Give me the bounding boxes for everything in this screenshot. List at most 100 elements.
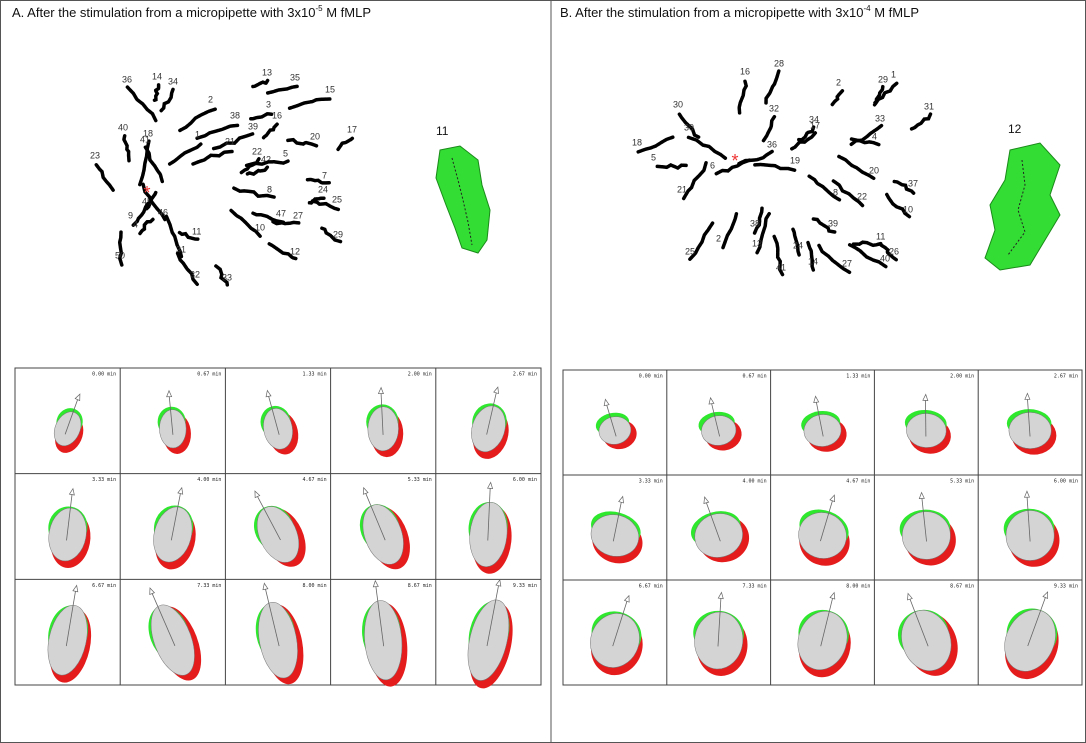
track-label: 2	[716, 233, 721, 243]
track-label: 35	[290, 72, 300, 82]
time-label: 2.67 min	[513, 372, 537, 378]
time-label: 5.33 min	[950, 479, 974, 485]
track-label: 10	[903, 204, 913, 214]
time-label: 6.67 min	[92, 583, 116, 589]
track-label: 27	[842, 258, 852, 268]
track-label: 38	[750, 218, 760, 228]
time-label: 8.67 min	[950, 584, 974, 590]
track-label: 11	[192, 226, 201, 236]
track-label: 26	[889, 246, 899, 256]
track-label: 11	[876, 231, 885, 241]
time-label: 1.33 min	[303, 372, 327, 378]
time-label: 8.67 min	[408, 583, 432, 589]
track-label: 24	[793, 240, 803, 250]
track-label: 47	[276, 208, 286, 218]
track-label: 20	[869, 165, 879, 175]
track-label: 8	[833, 187, 838, 197]
track-label: 19	[790, 155, 800, 165]
track-label: 2	[208, 94, 213, 104]
track-label: 4	[872, 131, 877, 141]
time-label: 9.33 min	[1054, 584, 1078, 590]
track-label: 36	[122, 74, 132, 84]
time-label: 8.00 min	[846, 584, 870, 590]
time-label: 3.33 min	[92, 477, 116, 483]
track-label: 13	[752, 238, 762, 248]
figure: A. After the stimulation from a micropip…	[0, 0, 1086, 743]
track-label: 29	[333, 229, 343, 239]
track-label: 25	[332, 194, 342, 204]
time-label: 6.67 min	[639, 584, 663, 590]
track-label: 6	[710, 160, 715, 170]
pipette-marker: *	[143, 183, 150, 203]
time-label: 4.67 min	[846, 479, 870, 485]
time-label: 0.67 min	[743, 374, 767, 380]
track-label: 1	[891, 69, 896, 79]
track-label: 5	[283, 148, 288, 158]
track-label: 17	[810, 120, 820, 130]
time-label: 4.67 min	[303, 477, 327, 483]
track-label: 13	[262, 67, 272, 77]
track-label: 41	[776, 262, 786, 272]
time-label: 8.00 min	[303, 583, 327, 589]
track-label: 39	[684, 122, 694, 132]
time-label: 0.00 min	[92, 372, 116, 378]
time-label: 2.00 min	[408, 372, 432, 378]
track-label: 31	[924, 101, 934, 111]
track-label: 24	[318, 184, 328, 194]
track-label: 12	[290, 246, 300, 256]
track-label: 41	[140, 134, 150, 144]
track-label: 14	[808, 256, 818, 266]
time-label: 6.00 min	[1054, 479, 1078, 485]
track-label: 5	[651, 152, 656, 162]
time-label: 4.00 min	[197, 477, 221, 483]
time-label: 0.67 min	[197, 372, 221, 378]
track-label: 20	[310, 131, 320, 141]
track-label: 32	[190, 269, 200, 279]
time-label: 7.33 min	[197, 583, 221, 589]
track-label: 50	[115, 250, 125, 260]
track-label: 23	[90, 150, 100, 160]
cell-track	[273, 222, 299, 224]
time-label: 2.67 min	[1054, 374, 1078, 380]
pipette-marker: *	[731, 151, 738, 171]
time-label: 2.00 min	[950, 374, 974, 380]
time-label: 9.33 min	[513, 583, 537, 589]
time-label: 1.33 min	[846, 374, 870, 380]
track-label: 40	[880, 253, 890, 263]
track-label: 18	[632, 137, 642, 147]
track-label: 8	[267, 184, 272, 194]
track-label: 36	[767, 139, 777, 149]
track-label: 32	[769, 103, 779, 113]
track-label: 10	[255, 222, 265, 232]
track-label: 30	[673, 99, 683, 109]
track-label: 34	[168, 76, 178, 86]
track-label: 33	[875, 113, 885, 123]
track-label: 7	[322, 170, 327, 180]
track-label: 16	[272, 110, 282, 120]
track-label: 4	[133, 219, 138, 229]
track-label: 21	[677, 184, 687, 194]
track-label: 22	[857, 191, 867, 201]
cell-label: 12	[1008, 122, 1022, 136]
cell-body	[1009, 412, 1052, 449]
track-label: 15	[325, 84, 335, 94]
track-label: 29	[878, 74, 888, 84]
time-label: 0.00 min	[639, 374, 663, 380]
track-label: 17	[347, 124, 357, 134]
track-label: 16	[740, 66, 750, 76]
time-label: 4.00 min	[743, 479, 767, 485]
track-label: 21	[225, 136, 235, 146]
time-label: 3.33 min	[639, 479, 663, 485]
track-label: 28	[774, 58, 784, 68]
time-label: 5.33 min	[408, 477, 432, 483]
track-label: 40	[118, 122, 128, 132]
track-label: 3	[266, 99, 271, 109]
cell-label: 11	[436, 124, 449, 138]
track-label: 37	[908, 178, 918, 188]
track-label: 1	[195, 129, 200, 139]
track-label: 14	[152, 71, 162, 81]
time-label: 6.00 min	[513, 477, 537, 483]
track-label: 33	[222, 272, 232, 282]
track-label: 39	[248, 121, 258, 131]
track-label: 38	[230, 110, 240, 120]
